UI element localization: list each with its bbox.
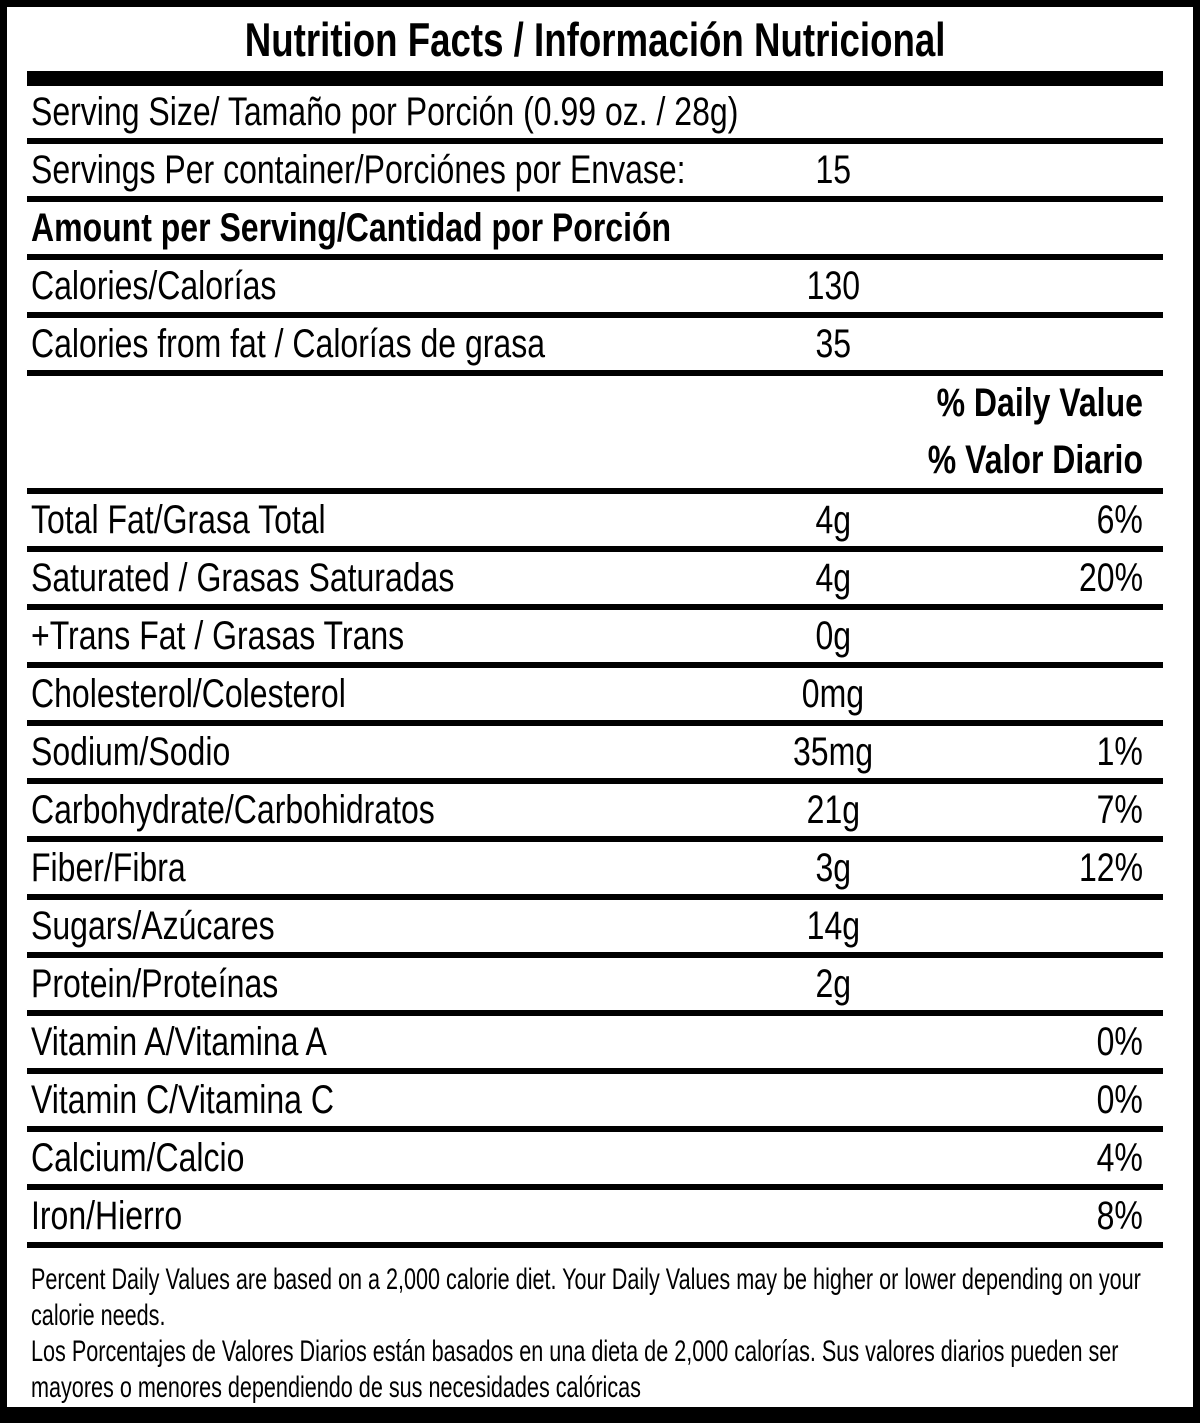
row-fiber: Fiber/Fibra 3g 12% [27,842,1163,900]
nutrient-amount: 35mg [792,729,874,774]
nutrient-label: Servings Per container/Porciónes por Env… [31,147,686,192]
row-calcium: Calcium/Calcio 4% [27,1132,1163,1190]
nutrient-label: Calcium/Calcio [31,1135,245,1180]
nutrient-label: Protein/Proteínas [31,961,279,1006]
daily-value-header: % Daily Value % Valor Diario [27,376,1163,494]
nutrient-percent: 12% [1078,845,1143,890]
nutrient-label: Calories/Calorías [31,263,277,308]
row-sugars: Sugars/Azúcares 14g [27,900,1163,958]
nutrient-label: Vitamin A/Vitamina A [31,1019,327,1064]
nutrient-label: Fiber/Fibra [31,845,186,890]
nutrient-percent [953,264,1163,309]
row-calories: Calories/Calorías 130 [27,260,1163,318]
nutrient-percent [953,962,1163,1007]
nutrient-label: Carbohydrate/Carbohidratos [31,787,435,832]
daily-value-header-en: % Daily Value [936,381,1143,425]
nutrient-percent: 8% [1096,1193,1143,1238]
row-sodium: Sodium/Sodio 35mg 1% [27,726,1163,784]
nutrient-amount: 4g [815,497,851,542]
nutrient-amount: 2g [815,961,851,1006]
row-cholesterol: Cholesterol/Colesterol 0mg [27,668,1163,726]
footnote-es-line2: mayores o menores dependiendo de sus nec… [31,1371,641,1404]
label-title-text: Nutrition Facts / Información Nutriciona… [244,12,946,66]
title-divider-bar [27,71,1163,86]
nutrient-amount: 3g [815,845,851,890]
section-amount-per-serving: Amount per Serving/Cantidad por Porción [27,202,1163,260]
footnote-en-line1: Percent Daily Values are based on a 2,00… [31,1263,1141,1296]
nutrient-amount: 14g [806,903,860,948]
row-servings-per-container: Servings Per container/Porciónes por Env… [27,144,1163,202]
row-carbohydrate: Carbohydrate/Carbohidratos 21g 7% [27,784,1163,842]
footnote-es-line1: Los Porcentajes de Valores Diarios están… [31,1335,1119,1368]
nutrient-percent [953,148,1163,193]
row-serving-size: Serving Size/ Tamaño por Porción (0.99 o… [27,86,1163,144]
footnotes: Percent Daily Values are based on a 2,00… [27,1248,1163,1406]
footnote-en-line2: calorie needs. [31,1299,166,1332]
nutrient-amount: 0mg [801,671,865,716]
row-vitamin-a: Vitamin A/Vitamina A 0% [27,1016,1163,1074]
nutrient-amount [713,1194,953,1239]
nutrient-percent [953,672,1163,717]
daily-value-header-es: % Valor Diario [927,438,1143,482]
nutrient-percent: 0% [1096,1019,1143,1064]
row-iron: Iron/Hierro 8% [27,1190,1163,1248]
row-vitamin-c: Vitamin C/Vitamina C 0% [27,1074,1163,1132]
row-total-fat: Total Fat/Grasa Total 4g 6% [27,494,1163,552]
nutrient-percent: 7% [1096,787,1143,832]
row-saturated-fat: Saturated / Grasas Saturadas 4g 20% [27,552,1163,610]
nutrient-percent: 0% [1096,1077,1143,1122]
nutrient-amount [713,1020,953,1065]
nutrient-label: Sugars/Azúcares [31,903,275,948]
nutrient-percent [953,614,1163,659]
nutrient-amount: 4g [815,555,851,600]
row-calories-from-fat: Calories from fat / Calorías de grasa 35 [27,318,1163,376]
nutrient-amount: 15 [815,147,851,192]
nutrient-percent [953,904,1163,949]
nutrient-amount: 35 [815,321,851,366]
nutrient-percent: 6% [1096,497,1143,542]
nutrient-label: Saturated / Grasas Saturadas [31,555,455,600]
nutrient-amount [713,1078,953,1123]
nutrient-percent: 1% [1096,729,1143,774]
nutrient-amount [713,1136,953,1181]
nutrient-amount: 0g [815,613,851,658]
nutrient-label: Vitamin C/Vitamina C [31,1077,334,1122]
nutrient-percent: 20% [1078,555,1143,600]
nutrient-label: Calories from fat / Calorías de grasa [31,321,545,366]
label-title: Nutrition Facts / Información Nutriciona… [27,7,1163,71]
nutrient-label: Sodium/Sodio [31,729,231,774]
row-protein: Protein/Proteínas 2g [27,958,1163,1016]
row-trans-fat: +Trans Fat / Grasas Trans 0g [27,610,1163,668]
nutrient-amount: 130 [806,263,860,308]
nutrient-amount: 21g [806,787,860,832]
nutrient-label: Serving Size/ Tamaño por Porción (0.99 o… [31,89,739,134]
nutrient-label: +Trans Fat / Grasas Trans [31,613,405,658]
nutrient-label: Cholesterol/Colesterol [31,671,346,716]
nutrient-label: Total Fat/Grasa Total [31,497,326,542]
nutrient-percent [953,322,1163,367]
section-header-label: Amount per Serving/Cantidad por Porción [31,205,672,250]
nutrient-percent: 4% [1096,1135,1143,1180]
nutrient-label: Iron/Hierro [31,1193,183,1238]
